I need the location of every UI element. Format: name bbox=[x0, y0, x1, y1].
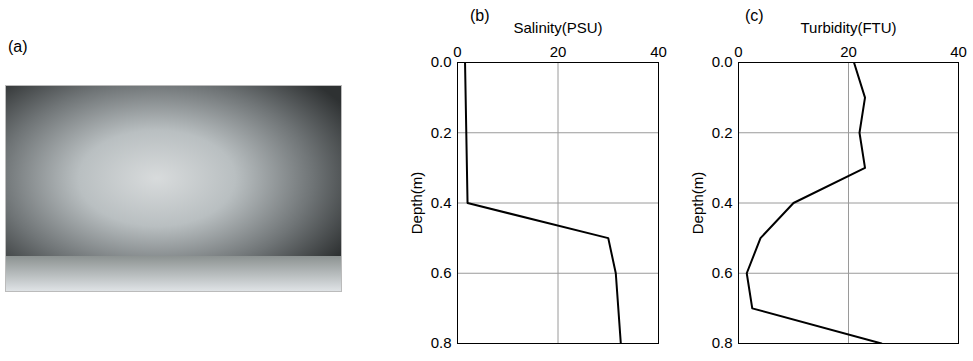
svg-text:Depth(m): Depth(m) bbox=[408, 172, 425, 235]
svg-text:0: 0 bbox=[734, 43, 742, 60]
svg-text:0.4: 0.4 bbox=[712, 194, 733, 211]
svg-text:0.8: 0.8 bbox=[431, 334, 452, 351]
svg-text:0.6: 0.6 bbox=[712, 264, 733, 281]
svg-text:Turbidity(FTU): Turbidity(FTU) bbox=[800, 19, 896, 36]
svg-text:0.0: 0.0 bbox=[712, 53, 733, 70]
svg-text:Depth(m): Depth(m) bbox=[689, 172, 706, 235]
svg-text:Salinity(PSU): Salinity(PSU) bbox=[513, 19, 602, 36]
html-text:(b): (b) bbox=[470, 7, 490, 24]
svg-text:20: 20 bbox=[840, 43, 857, 60]
svg-text:0.2: 0.2 bbox=[431, 124, 452, 141]
svg-text:40: 40 bbox=[950, 43, 967, 60]
svg-text:0.8: 0.8 bbox=[712, 334, 733, 351]
svg-text:20: 20 bbox=[550, 43, 567, 60]
html-text:(c): (c) bbox=[745, 7, 764, 24]
svg-text:0.2: 0.2 bbox=[712, 124, 733, 141]
svg-text:40: 40 bbox=[650, 43, 667, 60]
svg-text:0.6: 0.6 bbox=[431, 264, 452, 281]
svg-text:0.0: 0.0 bbox=[431, 53, 452, 70]
html-text:(a): (a) bbox=[8, 38, 28, 55]
svg-text:0.4: 0.4 bbox=[431, 194, 452, 211]
svg-text:0: 0 bbox=[453, 43, 461, 60]
